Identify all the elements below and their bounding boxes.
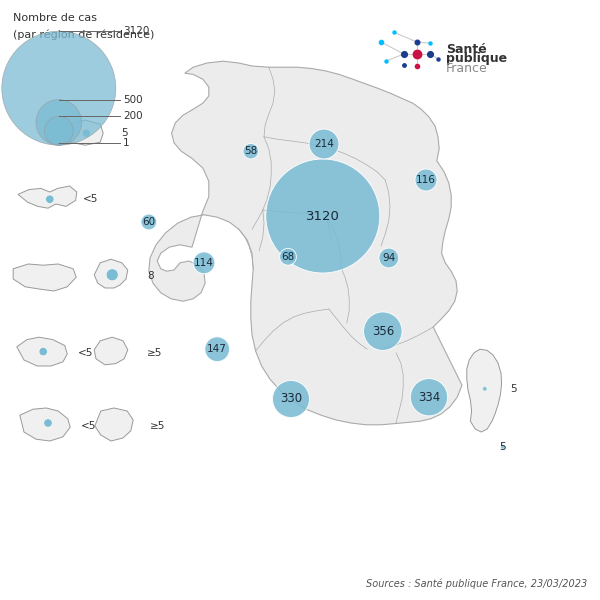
Circle shape: [106, 269, 118, 281]
Circle shape: [415, 169, 437, 191]
Circle shape: [482, 386, 487, 391]
Text: 114: 114: [194, 258, 214, 268]
Circle shape: [141, 214, 157, 230]
Circle shape: [500, 445, 505, 449]
Polygon shape: [67, 120, 103, 145]
Text: Nombre de cas: Nombre de cas: [13, 13, 97, 23]
Text: 3120: 3120: [306, 209, 340, 223]
Circle shape: [280, 248, 296, 265]
Polygon shape: [95, 408, 133, 441]
Circle shape: [46, 195, 54, 203]
Text: 1: 1: [123, 138, 130, 148]
Text: 214: 214: [314, 139, 334, 149]
Text: publique: publique: [446, 52, 507, 65]
Circle shape: [58, 143, 60, 145]
Circle shape: [193, 252, 215, 274]
Circle shape: [2, 31, 116, 145]
Circle shape: [410, 379, 448, 416]
Text: 94: 94: [382, 253, 395, 263]
Polygon shape: [149, 61, 462, 425]
Circle shape: [309, 129, 339, 159]
Circle shape: [364, 312, 402, 350]
Text: 5: 5: [121, 128, 128, 138]
Text: 58: 58: [244, 146, 257, 156]
Polygon shape: [13, 264, 76, 291]
Polygon shape: [17, 337, 67, 366]
Circle shape: [44, 116, 73, 145]
Circle shape: [36, 100, 82, 145]
Text: <5: <5: [83, 194, 98, 204]
Text: France: France: [446, 62, 488, 75]
Text: Sources : Santé publique France, 23/03/2023: Sources : Santé publique France, 23/03/2…: [365, 578, 587, 589]
Text: 334: 334: [418, 391, 440, 404]
Circle shape: [243, 143, 259, 159]
Polygon shape: [467, 349, 502, 432]
Circle shape: [44, 419, 52, 427]
Text: (par région de résidence): (par région de résidence): [13, 30, 155, 40]
Text: ≥5: ≥5: [147, 348, 163, 358]
Text: ≥5: ≥5: [150, 421, 166, 431]
Text: 116: 116: [416, 175, 436, 185]
Text: 3120: 3120: [123, 26, 149, 36]
Text: 200: 200: [123, 112, 143, 121]
Text: 5: 5: [510, 384, 517, 394]
Circle shape: [266, 159, 380, 273]
Text: 60: 60: [142, 217, 155, 227]
Text: 5: 5: [499, 442, 506, 452]
Circle shape: [272, 380, 310, 418]
Polygon shape: [94, 337, 128, 365]
Polygon shape: [20, 408, 70, 441]
Text: 68: 68: [281, 252, 295, 262]
Circle shape: [205, 337, 230, 362]
Circle shape: [82, 129, 91, 137]
Text: 8: 8: [147, 271, 154, 281]
Text: <5: <5: [78, 348, 94, 358]
Circle shape: [39, 347, 47, 356]
Text: Santé: Santé: [446, 43, 487, 56]
Text: <5: <5: [81, 421, 97, 431]
Polygon shape: [18, 186, 77, 208]
Text: 356: 356: [371, 325, 394, 338]
Polygon shape: [94, 259, 128, 288]
Text: 147: 147: [207, 344, 227, 354]
Text: 330: 330: [280, 392, 302, 406]
Circle shape: [379, 248, 398, 268]
Text: 500: 500: [123, 95, 143, 104]
